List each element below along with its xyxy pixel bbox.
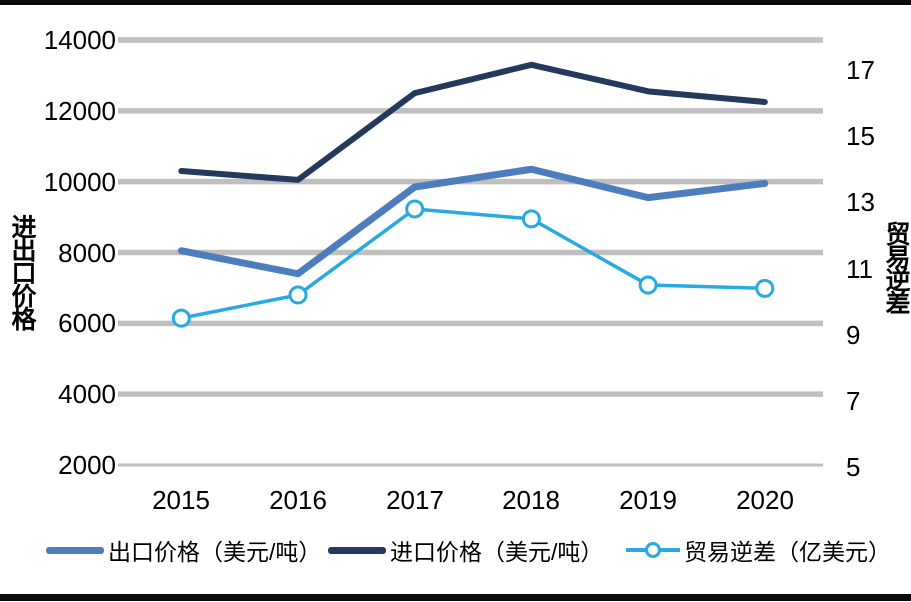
trade-deficit-marker-swatch bbox=[626, 542, 680, 558]
data-point-marker-2019 bbox=[638, 275, 658, 295]
series-line-2 bbox=[179, 207, 767, 320]
data-point-marker-2018 bbox=[521, 209, 541, 229]
bottom-border-rule bbox=[0, 594, 911, 601]
legend-item-export-price: 出口价格（美元/吨） bbox=[46, 536, 322, 565]
legend-item-import-price: 进口价格（美元/吨） bbox=[328, 536, 604, 565]
top-border-rule bbox=[0, 0, 911, 5]
right-axis-tick: 17 bbox=[846, 55, 875, 85]
data-point-marker-2016 bbox=[288, 285, 308, 305]
right-axis-tick: 7 bbox=[846, 386, 861, 416]
legend-label: 进口价格（美元/吨） bbox=[390, 539, 604, 565]
series-line-1 bbox=[178, 61, 768, 183]
left-axis-title: 进出口价格 bbox=[8, 214, 36, 329]
series-line-0 bbox=[177, 165, 769, 278]
right-axis-tick: 15 bbox=[846, 121, 875, 151]
data-point-marker-2020 bbox=[755, 278, 775, 298]
trade-deficit-circle-marker-icon bbox=[645, 542, 661, 558]
right-axis-tick: 11 bbox=[846, 254, 873, 284]
left-axis-tick: 14000 bbox=[43, 25, 116, 55]
right-axis-tick: 13 bbox=[846, 187, 875, 217]
right-axis-tick: 9 bbox=[846, 320, 861, 350]
legend-label: 贸易逆差（亿美元） bbox=[684, 539, 891, 565]
legend-label: 出口价格（美元/吨） bbox=[108, 539, 322, 565]
left-axis-tick: 8000 bbox=[58, 238, 116, 268]
x-axis-label: 2017 bbox=[386, 485, 444, 515]
import-price-line-swatch bbox=[328, 546, 386, 554]
x-axis-label: 2020 bbox=[736, 485, 794, 515]
x-axis-label: 2016 bbox=[269, 485, 327, 515]
data-point-marker-2015 bbox=[171, 308, 191, 328]
left-axis-tick: 6000 bbox=[58, 308, 116, 338]
right-axis-tick: 5 bbox=[846, 452, 861, 482]
x-axis-label: 2019 bbox=[619, 485, 677, 515]
left-axis-tick: 4000 bbox=[58, 379, 116, 409]
left-axis-tick: 12000 bbox=[43, 96, 116, 126]
right-axis-title: 贸易逆差 bbox=[882, 221, 910, 313]
x-axis-label: 2018 bbox=[502, 485, 560, 515]
legend-item-trade-deficit: 贸易逆差（亿美元） bbox=[626, 536, 891, 565]
x-axis-label: 2015 bbox=[152, 485, 210, 515]
export-price-line-swatch bbox=[46, 546, 104, 554]
left-axis-tick: 2000 bbox=[58, 450, 116, 480]
data-point-marker-2017 bbox=[405, 199, 425, 219]
left-axis-tick: 10000 bbox=[43, 167, 116, 197]
